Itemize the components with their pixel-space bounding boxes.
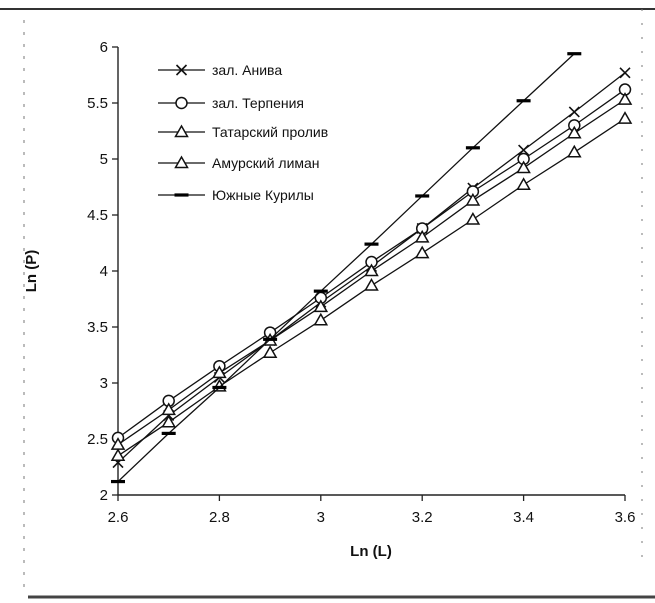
x-tick-label: 3 <box>317 509 325 526</box>
y-tick-label: 5.5 <box>87 95 108 112</box>
data-point <box>568 106 580 118</box>
y-tick-label: 4.5 <box>87 207 108 224</box>
data-point <box>175 96 188 110</box>
y-tick-label: 3 <box>100 375 108 392</box>
data-point <box>465 211 481 225</box>
data-point <box>262 345 278 359</box>
y-tick-label: 2.5 <box>87 431 108 448</box>
series-line <box>117 53 575 483</box>
y-tick-label: 2 <box>100 487 108 504</box>
legend-label: зал. Терпения <box>212 95 304 111</box>
series-2 <box>111 83 632 445</box>
data-point <box>161 402 176 416</box>
legend-item: Южные Курилы <box>158 187 314 203</box>
data-point <box>567 125 582 139</box>
legend-item: зал. Терпения <box>158 95 304 111</box>
x-tick-label: 2.8 <box>209 509 230 526</box>
data-point <box>414 229 430 243</box>
data-point <box>516 160 531 174</box>
series-4 <box>110 111 633 462</box>
x-axis-title: Ln (L) <box>350 543 392 560</box>
x-tick-label: 3.4 <box>513 509 534 526</box>
data-point <box>617 92 633 105</box>
y-tick-label: 4 <box>100 263 108 280</box>
data-point <box>465 192 481 206</box>
data-point <box>617 111 633 124</box>
data-point <box>364 278 379 291</box>
series-3 <box>110 92 633 450</box>
data-point <box>313 312 329 326</box>
data-point <box>212 365 227 379</box>
legend-label: Южные Курилы <box>212 187 314 203</box>
data-point <box>174 155 189 169</box>
data-point <box>567 144 582 158</box>
y-axis-title: Ln (P) <box>23 250 40 293</box>
axis-ticks: 2.6 2.8 3 3.2 3.4 3.6 2 2.5 3 3.5 4 4.5 5 5.5 6 <box>87 39 635 526</box>
x-tick-label: 2.6 <box>108 509 129 526</box>
legend-item: Амурский лиман <box>158 155 320 171</box>
data-point <box>175 64 188 76</box>
data-point <box>518 144 530 156</box>
data-point <box>110 448 126 462</box>
data-point <box>161 414 176 428</box>
data-point <box>414 245 430 259</box>
legend-label: Амурский лиман <box>212 155 320 171</box>
legend: зал. Анива зал. Терпения Татарский пролив А… <box>158 62 328 203</box>
y-tick-label: 3.5 <box>87 319 108 336</box>
legend-label: Татарский пролив <box>212 124 328 140</box>
legend-item: Татарский пролив <box>158 124 328 140</box>
data-point <box>174 124 189 138</box>
legend-item: зал. Анива <box>158 62 282 78</box>
series-layer <box>110 52 633 484</box>
x-tick-label: 3.2 <box>412 509 433 526</box>
data-point <box>619 67 631 79</box>
data-point <box>516 177 531 191</box>
data-point <box>313 299 329 313</box>
series-5 <box>111 52 582 484</box>
y-tick-label: 5 <box>100 151 108 168</box>
data-point <box>364 263 379 277</box>
x-tick-label: 3.6 <box>615 509 636 526</box>
y-tick-label: 6 <box>100 39 108 56</box>
legend-label: зал. Анива <box>212 62 282 78</box>
